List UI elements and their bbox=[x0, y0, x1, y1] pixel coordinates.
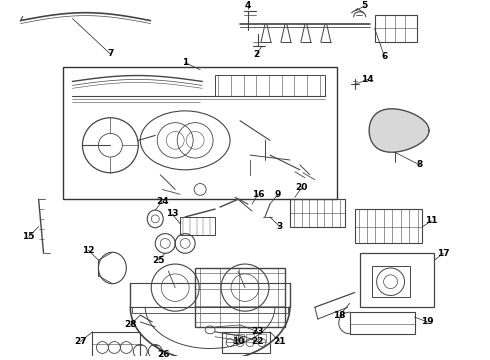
Text: 13: 13 bbox=[166, 210, 178, 219]
Bar bbox=[195, 268, 285, 327]
Text: 1: 1 bbox=[182, 58, 188, 67]
Text: 22: 22 bbox=[252, 337, 264, 346]
Text: 14: 14 bbox=[361, 75, 374, 84]
Bar bbox=[360, 253, 435, 307]
Bar bbox=[132, 307, 288, 313]
Bar bbox=[222, 332, 270, 354]
Bar bbox=[236, 334, 244, 342]
Bar bbox=[350, 312, 415, 334]
Text: 18: 18 bbox=[334, 311, 346, 320]
Bar bbox=[290, 199, 345, 227]
Text: 21: 21 bbox=[273, 337, 286, 346]
Text: 3: 3 bbox=[277, 222, 283, 231]
Text: 8: 8 bbox=[416, 161, 423, 170]
Bar bbox=[215, 75, 325, 96]
Text: 9: 9 bbox=[275, 190, 281, 199]
Text: 10: 10 bbox=[232, 337, 244, 346]
Bar bbox=[180, 217, 215, 235]
Text: 15: 15 bbox=[23, 232, 35, 241]
Text: 6: 6 bbox=[382, 53, 388, 62]
Text: 4: 4 bbox=[245, 1, 251, 10]
Bar bbox=[93, 332, 140, 360]
Text: 27: 27 bbox=[74, 337, 87, 346]
Text: 5: 5 bbox=[362, 1, 368, 10]
Bar bbox=[375, 15, 416, 42]
Text: 24: 24 bbox=[156, 197, 169, 206]
Bar bbox=[226, 334, 234, 342]
Polygon shape bbox=[369, 109, 429, 152]
Text: 23: 23 bbox=[252, 327, 264, 336]
Text: 25: 25 bbox=[152, 256, 165, 265]
Text: 17: 17 bbox=[437, 249, 450, 258]
Text: 26: 26 bbox=[157, 350, 170, 359]
Text: 20: 20 bbox=[295, 183, 308, 192]
Text: 19: 19 bbox=[421, 318, 434, 327]
Text: 2: 2 bbox=[253, 50, 259, 59]
Text: 7: 7 bbox=[107, 49, 114, 58]
Text: 12: 12 bbox=[82, 246, 95, 255]
Text: 11: 11 bbox=[425, 216, 438, 225]
Text: 16: 16 bbox=[252, 190, 264, 199]
Text: 28: 28 bbox=[124, 320, 137, 329]
Bar bbox=[63, 67, 337, 199]
Bar bbox=[355, 209, 422, 243]
Bar bbox=[371, 266, 410, 297]
Bar bbox=[258, 334, 266, 342]
Bar bbox=[246, 334, 254, 342]
